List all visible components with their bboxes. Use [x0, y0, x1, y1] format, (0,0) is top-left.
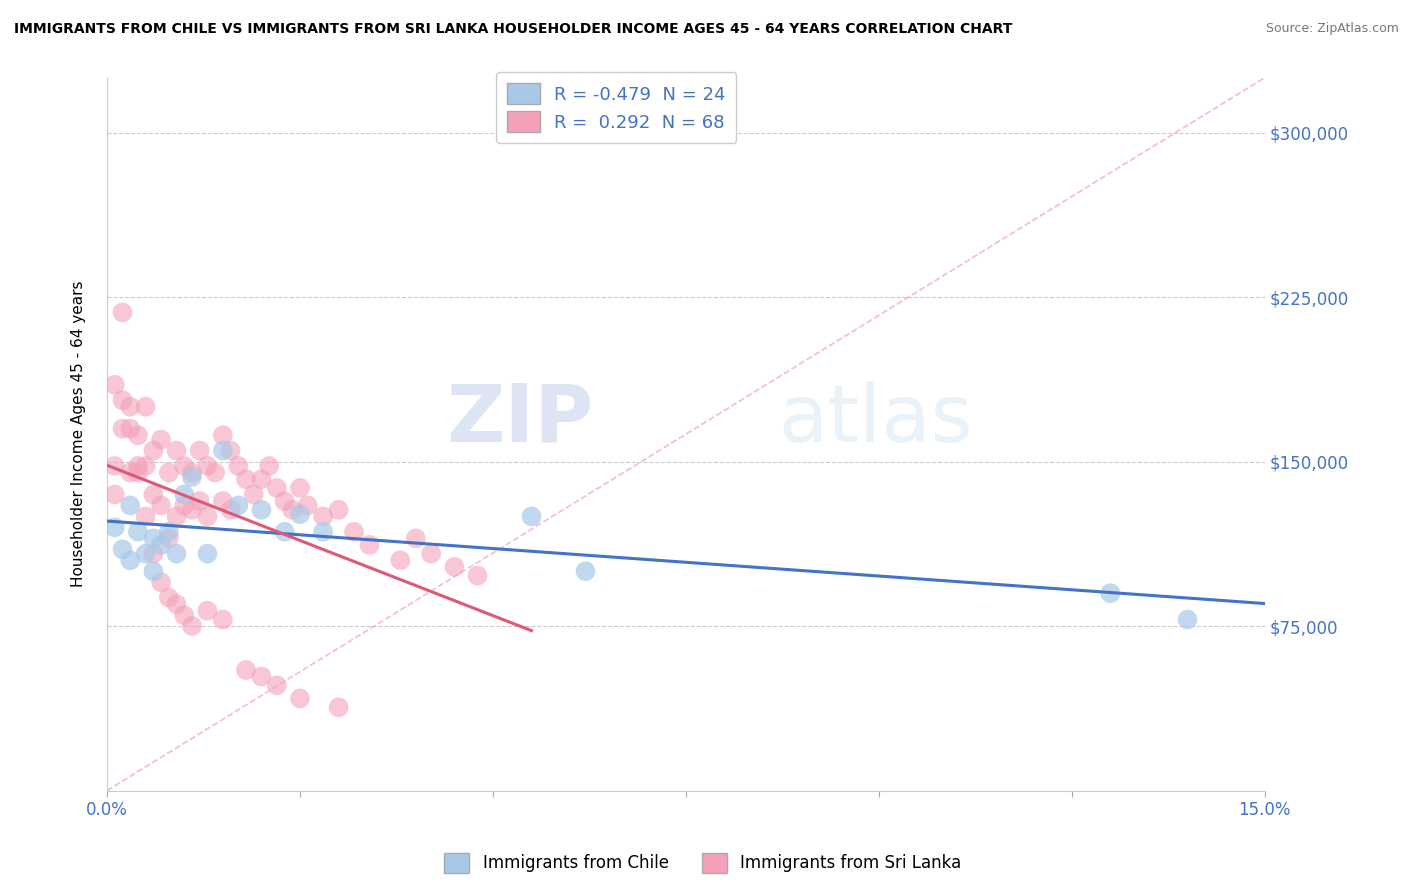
- Text: Source: ZipAtlas.com: Source: ZipAtlas.com: [1265, 22, 1399, 36]
- Point: [127, 524, 149, 539]
- Legend: Immigrants from Chile, Immigrants from Sri Lanka: Immigrants from Chile, Immigrants from S…: [437, 847, 969, 880]
- Point: [104, 487, 127, 501]
- Legend: R = -0.479  N = 24, R =  0.292  N = 68: R = -0.479 N = 24, R = 0.292 N = 68: [496, 72, 737, 143]
- Point: [120, 422, 142, 436]
- Point: [273, 494, 295, 508]
- Point: [288, 507, 311, 521]
- Point: [104, 377, 127, 392]
- Point: [219, 503, 242, 517]
- Point: [120, 553, 142, 567]
- Point: [181, 619, 204, 633]
- Point: [197, 547, 219, 561]
- Point: [359, 538, 381, 552]
- Point: [142, 547, 165, 561]
- Point: [467, 568, 489, 582]
- Point: [166, 443, 188, 458]
- Point: [250, 669, 273, 683]
- Point: [297, 499, 319, 513]
- Point: [173, 487, 195, 501]
- Point: [157, 591, 180, 605]
- Point: [273, 524, 295, 539]
- Point: [135, 547, 157, 561]
- Point: [188, 494, 211, 508]
- Point: [211, 443, 233, 458]
- Point: [281, 503, 304, 517]
- Point: [226, 499, 249, 513]
- Point: [150, 433, 173, 447]
- Point: [181, 466, 204, 480]
- Point: [443, 559, 465, 574]
- Point: [405, 532, 427, 546]
- Point: [420, 547, 443, 561]
- Point: [181, 470, 204, 484]
- Point: [520, 509, 543, 524]
- Point: [142, 443, 165, 458]
- Point: [166, 597, 188, 611]
- Point: [197, 458, 219, 473]
- Point: [197, 509, 219, 524]
- Point: [135, 458, 157, 473]
- Point: [574, 564, 596, 578]
- Point: [226, 458, 249, 473]
- Point: [157, 524, 180, 539]
- Point: [257, 458, 280, 473]
- Point: [127, 458, 149, 473]
- Point: [250, 503, 273, 517]
- Y-axis label: Householder Income Ages 45 - 64 years: Householder Income Ages 45 - 64 years: [72, 281, 86, 588]
- Point: [235, 472, 257, 486]
- Point: [204, 466, 226, 480]
- Point: [111, 422, 134, 436]
- Point: [219, 443, 242, 458]
- Point: [104, 458, 127, 473]
- Point: [250, 472, 273, 486]
- Point: [1099, 586, 1122, 600]
- Point: [343, 524, 366, 539]
- Point: [127, 428, 149, 442]
- Point: [135, 509, 157, 524]
- Point: [166, 547, 188, 561]
- Point: [389, 553, 412, 567]
- Point: [1177, 613, 1199, 627]
- Point: [266, 678, 288, 692]
- Point: [242, 487, 264, 501]
- Point: [312, 524, 335, 539]
- Point: [235, 663, 257, 677]
- Point: [173, 608, 195, 623]
- Text: IMMIGRANTS FROM CHILE VS IMMIGRANTS FROM SRI LANKA HOUSEHOLDER INCOME AGES 45 - : IMMIGRANTS FROM CHILE VS IMMIGRANTS FROM…: [14, 22, 1012, 37]
- Point: [173, 499, 195, 513]
- Point: [135, 400, 157, 414]
- Point: [111, 542, 134, 557]
- Point: [120, 400, 142, 414]
- Point: [328, 503, 350, 517]
- Text: atlas: atlas: [779, 381, 973, 458]
- Point: [288, 481, 311, 495]
- Point: [150, 538, 173, 552]
- Point: [157, 532, 180, 546]
- Point: [127, 466, 149, 480]
- Point: [188, 443, 211, 458]
- Point: [266, 481, 288, 495]
- Point: [288, 691, 311, 706]
- Point: [142, 487, 165, 501]
- Text: ZIP: ZIP: [446, 381, 593, 458]
- Point: [150, 575, 173, 590]
- Point: [150, 499, 173, 513]
- Point: [211, 613, 233, 627]
- Point: [197, 604, 219, 618]
- Point: [211, 494, 233, 508]
- Point: [111, 393, 134, 408]
- Point: [104, 520, 127, 534]
- Point: [111, 305, 134, 319]
- Point: [173, 458, 195, 473]
- Point: [181, 503, 204, 517]
- Point: [166, 509, 188, 524]
- Point: [328, 700, 350, 714]
- Point: [120, 499, 142, 513]
- Point: [211, 428, 233, 442]
- Point: [120, 466, 142, 480]
- Point: [142, 532, 165, 546]
- Point: [157, 466, 180, 480]
- Point: [142, 564, 165, 578]
- Point: [312, 509, 335, 524]
